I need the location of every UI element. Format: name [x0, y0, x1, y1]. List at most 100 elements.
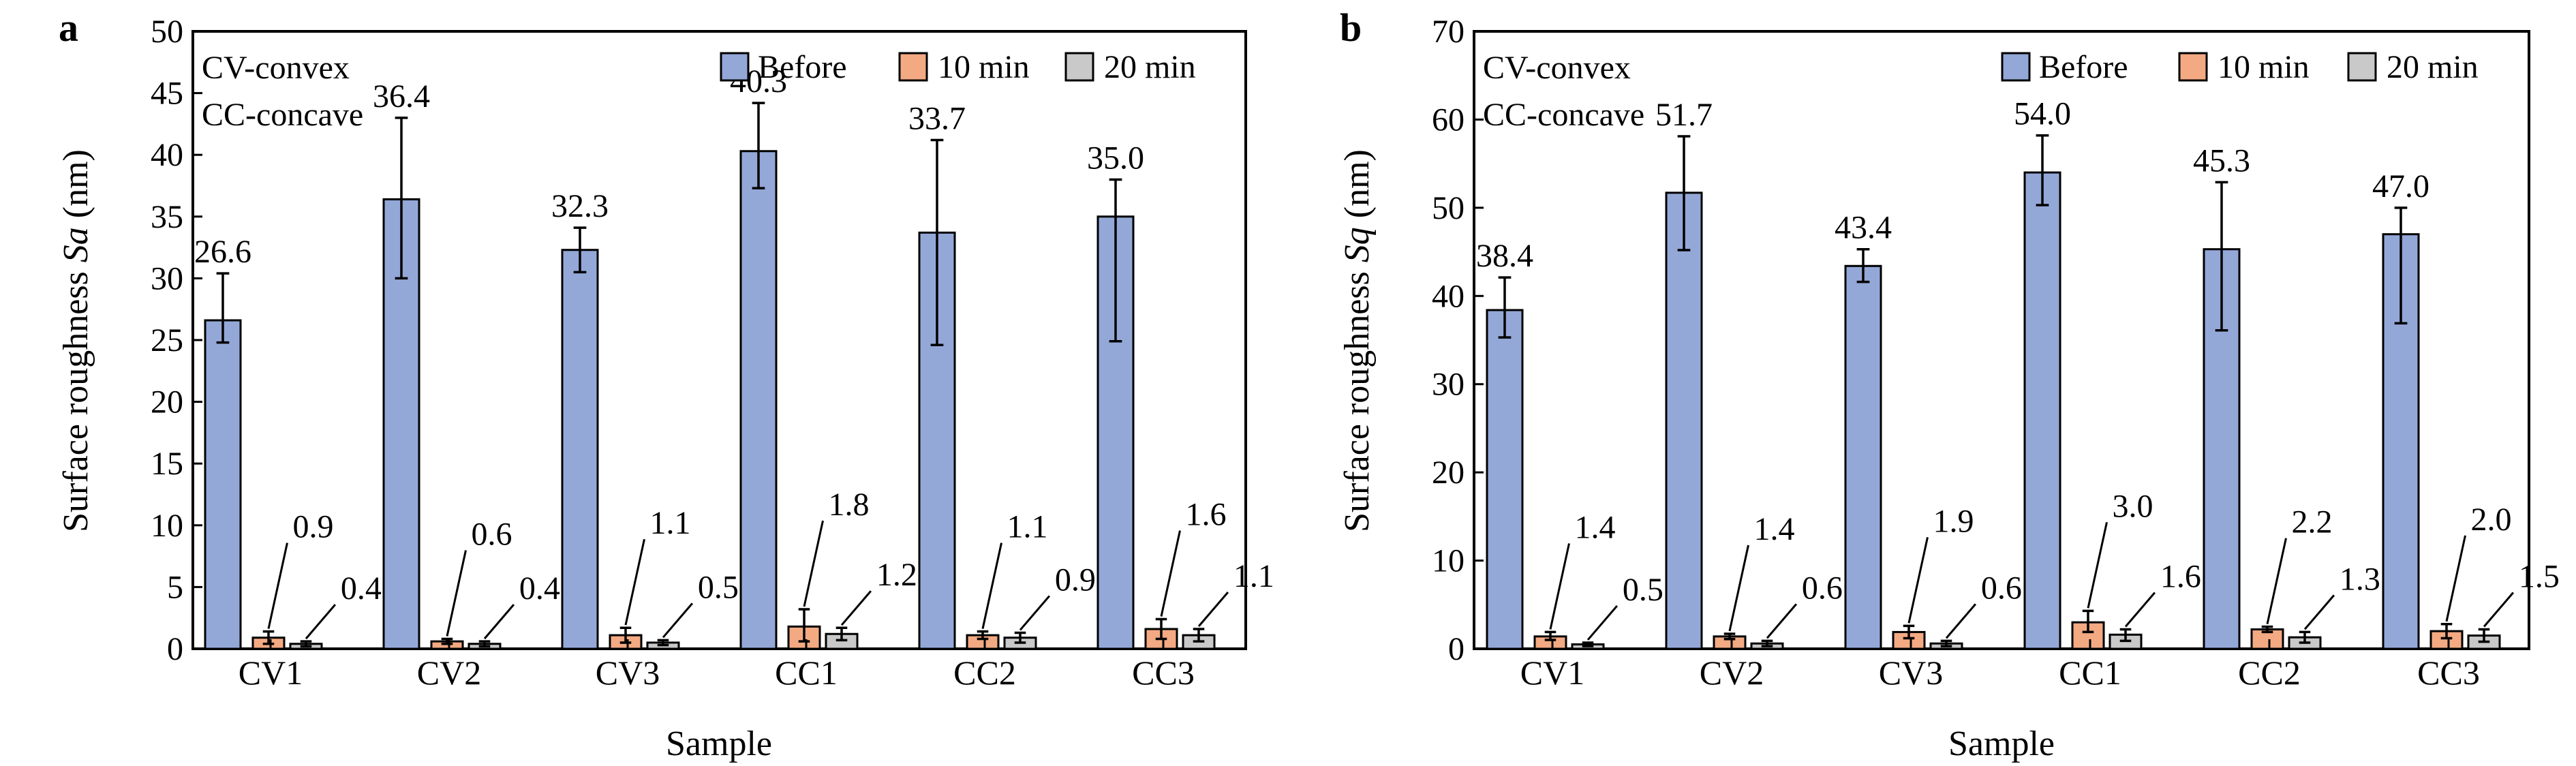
y-tick-label: 10 — [151, 508, 183, 544]
y-tick-label: 40 — [1432, 278, 1465, 314]
data-label: 33.7 — [908, 100, 966, 136]
error-bar — [2478, 628, 2490, 643]
y-axis-label: Surface roughness Sq (nm) — [1338, 149, 1377, 532]
data-label: 38.4 — [1476, 238, 1533, 274]
leader-line — [2303, 594, 2335, 630]
y-tick-label: 50 — [1432, 190, 1465, 226]
data-label: 0.5 — [698, 569, 739, 605]
data-label: 0.9 — [293, 509, 334, 545]
error-bar — [1109, 178, 1122, 343]
data-label: 54.0 — [2014, 96, 2071, 132]
leader-line — [305, 604, 337, 640]
data-label: 1.3 — [2340, 561, 2380, 597]
error-bar — [2394, 206, 2408, 325]
leader-line — [1907, 537, 1929, 624]
x-tick-label: CV3 — [596, 654, 660, 692]
bar-before — [739, 150, 778, 650]
error-bar — [573, 226, 587, 274]
y-tick-label: 60 — [1432, 102, 1465, 138]
leader-line — [267, 542, 288, 629]
error-bar — [1761, 639, 1773, 647]
y-axis-label: Surface roughness Sa (nm) — [57, 149, 95, 532]
y-ticks: 0 5 10 15 20 25 30 35 40 45 50 — [151, 14, 202, 667]
bar-before — [204, 319, 242, 650]
leader-line — [1019, 595, 1051, 631]
y-tick-label: 25 — [151, 322, 183, 358]
error-bar — [1582, 641, 1594, 647]
x-axis-label: Sample — [666, 724, 772, 763]
data-label: 1.9 — [1933, 503, 1974, 539]
x-tick-labels: CV1 CV2 CV3 CC1 CC2 CC3 — [239, 639, 1195, 692]
plot-frame — [1473, 30, 2530, 650]
data-label: 1.1 — [1007, 509, 1048, 545]
error-bar — [798, 608, 810, 643]
x-tick-label: CV2 — [417, 654, 481, 692]
data-label: 0.5 — [1623, 572, 1663, 608]
leader-line — [446, 550, 467, 637]
data-label: 0.9 — [1055, 562, 1096, 598]
data-label: 45.3 — [2193, 142, 2250, 179]
panel-label: b — [1340, 5, 1362, 50]
error-bar — [478, 640, 491, 648]
data-label: 32.3 — [551, 188, 609, 224]
legend: Before 10 min 20 min — [720, 49, 1196, 85]
error-bar — [1940, 639, 1952, 647]
error-bar — [1498, 276, 1512, 339]
error-bar — [1677, 135, 1691, 251]
leader-line — [2266, 538, 2287, 624]
leader-line — [483, 604, 515, 640]
legend-label-20min: 20 min — [1104, 49, 1196, 85]
x-tick-label: CV1 — [1520, 654, 1584, 692]
x-tick-label: CC1 — [2059, 654, 2121, 692]
error-bar — [1014, 631, 1026, 644]
error-bar — [835, 626, 848, 642]
data-label: 1.6 — [1186, 497, 1227, 533]
data-label: 36.4 — [373, 78, 430, 114]
legend-label-10min: 10 min — [2218, 49, 2310, 85]
error-bar — [977, 630, 989, 641]
error-bar — [441, 637, 453, 645]
error-bar — [300, 640, 312, 648]
error-bar — [1544, 630, 1557, 641]
data-label: 0.6 — [1981, 570, 2022, 606]
x-tick-label: CV1 — [239, 654, 303, 692]
leader-line — [624, 538, 645, 626]
error-bar — [216, 272, 230, 344]
legend-label-20min: 20 min — [2387, 49, 2479, 85]
y-tick-label: 0 — [167, 631, 183, 667]
annotation-convex: CV-convex — [202, 50, 350, 86]
y-tick-label: 50 — [151, 14, 183, 50]
data-label: 43.4 — [1835, 210, 1892, 246]
data-label: 0.6 — [472, 517, 512, 553]
y-tick-label: 10 — [1432, 543, 1465, 579]
bar-before — [1844, 264, 1882, 650]
legend-swatch-10min — [2178, 52, 2208, 82]
data-label: 47.0 — [2372, 168, 2429, 204]
leader-line — [2124, 592, 2156, 628]
data-label: 1.4 — [1754, 511, 1795, 547]
legend-label-before: Before — [2039, 49, 2128, 85]
legend-swatch-before — [2001, 52, 2031, 82]
y-tick-label: 20 — [1432, 455, 1465, 491]
annotation-convex: CV-convex — [1483, 50, 1631, 86]
data-label: 1.8 — [829, 487, 870, 523]
bar-before — [1486, 309, 1524, 650]
leader-line — [1549, 543, 1570, 630]
y-tick-label: 45 — [151, 76, 183, 112]
y-tick-label: 30 — [1432, 367, 1465, 403]
data-label: 0.6 — [1802, 570, 1843, 606]
error-bar — [2119, 628, 2132, 643]
error-bar — [1155, 617, 1167, 641]
annotation-concave: CC-concave — [1483, 97, 1644, 133]
legend: Before 10 min 20 min — [2001, 49, 2479, 85]
x-tick-label: CV3 — [1879, 654, 1943, 692]
leader-line — [1586, 604, 1619, 641]
x-tick-label: CC1 — [775, 654, 838, 692]
x-tick-labels: CV1 CV2 CV3 CC1 CC2 CC3 — [1520, 639, 2480, 692]
leader-line — [2483, 592, 2515, 628]
leader-line — [662, 602, 694, 639]
error-bar — [2036, 134, 2049, 206]
